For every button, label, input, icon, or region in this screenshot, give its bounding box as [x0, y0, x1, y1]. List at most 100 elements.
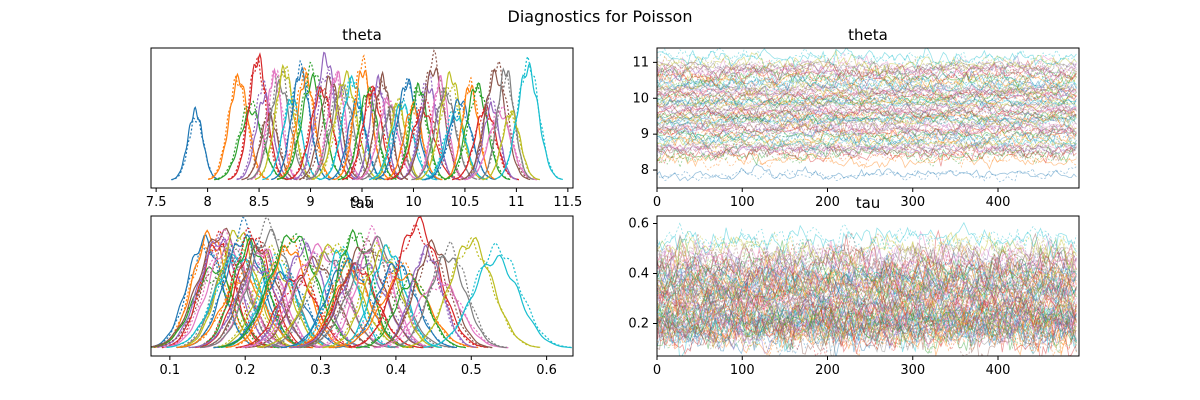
- x-tick-label: 0.1: [159, 363, 180, 378]
- trace-series-44-chain-1: [657, 243, 1077, 292]
- trace-series-38-chain-1: [657, 71, 1077, 101]
- x-tick-label: 100: [730, 363, 755, 378]
- density-series-6-chain-1: [250, 67, 299, 181]
- trace-series-15-chain-1: [657, 114, 1077, 137]
- x-tick-label: 0.5: [461, 363, 482, 378]
- trace-series-9-chain-2: [657, 131, 1077, 151]
- panel-title: theta: [342, 26, 382, 44]
- density-series-17-chain-2: [305, 83, 377, 181]
- density-series-31-chain-2: [384, 105, 443, 181]
- trace-series-42-chain-1: [657, 238, 1077, 293]
- y-tick-label: 11: [632, 55, 649, 70]
- density-series-14-chain-2: [293, 69, 359, 181]
- y-tick-label: 0.2: [628, 317, 649, 332]
- trace-series-4-chain-2: [657, 315, 1077, 349]
- density-series-49-chain-1: [494, 62, 563, 181]
- trace-series-24-chain-2: [657, 101, 1077, 119]
- trace-series-46-chain-2: [657, 50, 1077, 81]
- trace-series-5-chain-1: [657, 303, 1077, 356]
- plot-area: [657, 221, 1077, 356]
- trace-series-35-chain-2: [657, 85, 1077, 99]
- density-series-33-chain-1: [386, 106, 461, 181]
- trace-series-13-chain-2: [657, 288, 1077, 346]
- trace-series-28-chain-2: [657, 267, 1077, 316]
- trace-series-7-chain-2: [657, 134, 1077, 153]
- trace-series-26-chain-1: [657, 98, 1077, 117]
- trace-series-1-chain-2: [657, 149, 1077, 171]
- trace-series-18-chain-1: [657, 293, 1077, 330]
- x-tick-label: 11.5: [553, 195, 582, 210]
- density-series-49-chain-1: [423, 254, 572, 349]
- trace-series-41-chain-2: [657, 249, 1077, 297]
- density-series-24-chain-2: [352, 82, 403, 181]
- trace-series-22-chain-1: [657, 282, 1077, 332]
- trace-series-18-chain-1: [657, 111, 1077, 131]
- trace-series-13-chain-1: [657, 121, 1077, 137]
- density-series-47-chain-1: [478, 67, 534, 180]
- trace-series-4-chain-1: [657, 317, 1077, 354]
- density-series-27-chain-1: [263, 250, 393, 349]
- density-series-34-chain-2: [399, 72, 459, 181]
- trace-series-6-chain-2: [657, 139, 1077, 154]
- density-series-22-chain-2: [337, 90, 397, 181]
- trace-series-14-chain-1: [657, 307, 1077, 339]
- density-series-48-chain-2: [482, 110, 541, 181]
- trace-series-36-chain-2: [657, 80, 1077, 97]
- density-series-0-chain-1: [171, 106, 220, 181]
- trace-series-34-chain-1: [657, 263, 1077, 302]
- trace-series-48-chain-1: [657, 48, 1077, 75]
- density-series-22-chain-2: [218, 233, 370, 349]
- trace-series-43-chain-2: [657, 243, 1077, 299]
- trace-series-24-chain-1: [657, 100, 1077, 122]
- x-tick-label: 9.5: [352, 195, 373, 210]
- density-series-40-chain-1: [424, 98, 496, 181]
- density-series-11-chain-2: [276, 65, 335, 181]
- density-series-11-chain-2: [177, 270, 314, 349]
- trace-series-9-chain-1: [657, 299, 1077, 356]
- trace-series-40-chain-2: [657, 72, 1077, 93]
- trace-series-3-chain-2: [657, 304, 1077, 356]
- density-series-18-chain-2: [311, 84, 382, 181]
- trace-series-37-chain-1: [657, 255, 1077, 304]
- trace-series-28-chain-1: [657, 270, 1077, 316]
- trace-series-36-chain-2: [657, 256, 1077, 298]
- theta-trace-panel: 8 9 10 11 0 100 200 300 400 theta: [632, 26, 1080, 210]
- plot-area: [171, 49, 563, 181]
- density-series-41-chain-2: [443, 76, 497, 181]
- trace-series-26-chain-2: [657, 97, 1077, 119]
- trace-series-6-chain-1: [657, 141, 1077, 153]
- trace-series-49-chain-1: [657, 221, 1077, 260]
- trace-series-39-chain-1: [657, 262, 1077, 291]
- x-tick-label: 300: [900, 363, 925, 378]
- trace-series-43-chain-2: [657, 59, 1077, 88]
- density-series-30-chain-1: [375, 78, 442, 181]
- density-series-4-chain-2: [236, 78, 292, 181]
- density-series-25-chain-2: [245, 260, 381, 349]
- trace-series-30-chain-1: [657, 89, 1077, 109]
- trace-series-41-chain-1: [657, 65, 1077, 89]
- trace-series-16-chain-1: [657, 112, 1077, 138]
- density-series-42-chain-1: [444, 82, 511, 181]
- trace-series-12-chain-1: [657, 298, 1077, 339]
- trace-series-25-chain-2: [657, 98, 1077, 122]
- density-series-28-chain-2: [257, 242, 414, 349]
- trace-series-47-chain-1: [657, 57, 1077, 76]
- trace-series-25-chain-1: [657, 283, 1077, 320]
- trace-series-38-chain-1: [657, 258, 1077, 297]
- trace-series-48-chain-2: [657, 54, 1077, 78]
- trace-series-1-chain-2: [657, 319, 1077, 356]
- density-series-43-chain-1: [348, 216, 489, 348]
- trace-series-37-chain-1: [657, 78, 1077, 95]
- density-series-49-chain-2: [494, 54, 563, 180]
- density-series-44-chain-2: [464, 92, 517, 181]
- trace-series-32-chain-1: [657, 85, 1077, 111]
- trace-series-6-chain-1: [657, 308, 1077, 346]
- x-tick-label: 200: [815, 195, 840, 210]
- trace-series-39-chain-2: [657, 257, 1077, 295]
- trace-series-21-chain-1: [657, 106, 1077, 128]
- tau-density-panel: 0.1 0.2 0.3 0.4 0.5 0.6 tau: [150, 194, 574, 378]
- panel-title: theta: [848, 26, 888, 44]
- density-series-40-chain-2: [424, 104, 496, 181]
- x-tick-label: 0.4: [386, 363, 407, 378]
- trace-series-0-chain-2: [657, 166, 1077, 183]
